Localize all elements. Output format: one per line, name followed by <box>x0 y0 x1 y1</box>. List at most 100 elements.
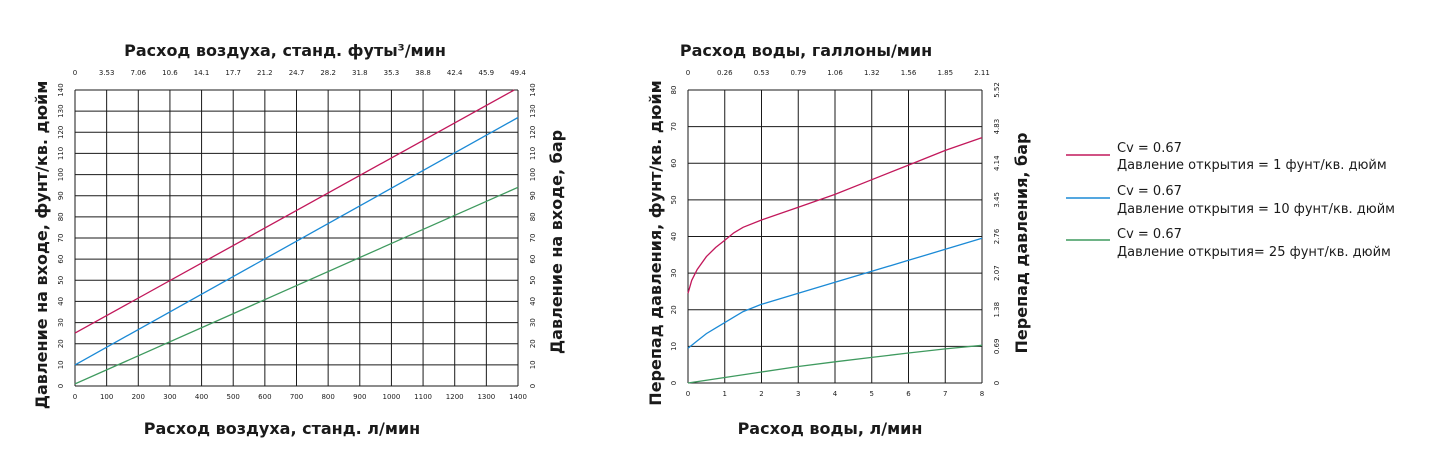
water-x-top-tick-label: 1.85 <box>937 69 953 77</box>
air-x-top-tick-label: 49.4 <box>510 69 526 77</box>
water-y-tick-label: 0 <box>670 381 678 385</box>
water-series-line-3 <box>687 344 983 384</box>
air-y-right-tick-label: 110 <box>529 147 537 160</box>
air-x-tick-label: 300 <box>163 393 176 401</box>
air-chart-x-ticks: 0 100 200 300 400 500 600 700 800 900 1000 1100 1200… <box>73 393 527 401</box>
air-y-tick-label: 40 <box>57 297 65 306</box>
water-x-tick-label: 2 <box>759 390 763 398</box>
water-chart-x-ticks: 0 1 2 3 4 5 6 7 8 <box>686 390 984 398</box>
air-y-tick-label: 100 <box>57 168 65 181</box>
air-y-right-tick-label: 0 <box>529 384 537 388</box>
air-x-tick-label: 1000 <box>383 393 401 401</box>
air-chart-x-top-ticks: 0 3.53 7.06 10.6 14.1 17.7 21.2 24.7 28.2 31.8 35.… <box>73 69 527 77</box>
air-x-top-tick-label: 3.53 <box>99 69 115 77</box>
air-x-top-tick-label: 31.8 <box>352 69 368 77</box>
water-chart-grid <box>687 89 983 384</box>
air-series-line-3 <box>74 186 519 385</box>
air-x-tick-label: 900 <box>353 393 366 401</box>
legend-item-2-pressure: Давление открытия = 10 фунт/кв. дюйм <box>1117 202 1395 217</box>
water-y-tick-label: 10 <box>670 342 678 351</box>
water-x-top-tick-label: 1.32 <box>864 69 880 77</box>
water-x-top-tick-label: 0 <box>686 69 690 77</box>
water-chart-ylabel: Перепад давления, фунт/кв. дюйм <box>646 80 665 405</box>
air-y-right-tick-label: 90 <box>529 191 537 200</box>
water-x-tick-label: 7 <box>943 390 947 398</box>
air-y-right-tick-label: 50 <box>529 276 537 285</box>
water-x-top-tick-label: 0.26 <box>717 69 733 77</box>
water-y-tick-label: 20 <box>670 305 678 314</box>
air-y-right-tick-label: 30 <box>529 318 537 327</box>
air-y-right-tick-label: 130 <box>529 104 537 117</box>
air-chart-ylabel: Давление на входе, фунт/кв. дюйм <box>32 81 51 410</box>
water-y-right-tick-label: 5.52 <box>993 82 1001 98</box>
water-x-tick-label: 4 <box>833 390 838 398</box>
legend-item: Cv = 0.67 Давление открытия= 25 фунт/кв.… <box>1066 227 1391 260</box>
legend-item-2-cv: Cv = 0.67 <box>1117 184 1182 199</box>
water-x-top-tick-label: 1.06 <box>827 69 843 77</box>
air-y-tick-label: 120 <box>57 126 65 139</box>
air-y-tick-label: 90 <box>57 191 65 200</box>
air-y-right-tick-label: 40 <box>529 297 537 306</box>
water-x-top-tick-label: 2.11 <box>974 69 990 77</box>
air-y-right-tick-label: 100 <box>529 168 537 181</box>
air-x-tick-label: 1200 <box>446 393 464 401</box>
air-y-right-tick-label: 120 <box>529 126 537 139</box>
water-x-top-tick-label: 0.53 <box>754 69 770 77</box>
water-y-tick-label: 50 <box>670 195 678 204</box>
air-chart: Расход воздуха, станд. футы³/мин Расход … <box>32 41 566 438</box>
air-y-right-tick-label: 20 <box>529 339 537 348</box>
water-x-top-tick-label: 0.79 <box>790 69 806 77</box>
air-chart-top-title: Расход воздуха, станд. футы³/мин <box>124 41 446 60</box>
water-y-tick-label: 60 <box>670 159 678 168</box>
air-chart-series <box>74 89 519 385</box>
air-x-tick-label: 0 <box>73 393 77 401</box>
air-x-top-tick-label: 17.7 <box>225 69 241 77</box>
air-x-tick-label: 1400 <box>509 393 527 401</box>
air-y-tick-label: 110 <box>57 147 65 160</box>
water-y-right-tick-label: 0.69 <box>993 339 1001 355</box>
water-chart-top-title: Расход воды, галлоны/мин <box>680 41 932 60</box>
water-x-tick-label: 1 <box>723 390 727 398</box>
water-y-right-tick-label: 4.14 <box>993 155 1001 171</box>
air-y-tick-label: 70 <box>57 234 65 243</box>
air-x-tick-label: 600 <box>258 393 271 401</box>
air-x-tick-label: 200 <box>132 393 145 401</box>
air-y-tick-label: 140 <box>57 83 65 96</box>
air-series-line-1 <box>74 89 515 334</box>
water-y-right-tick-label: 3.45 <box>993 192 1001 208</box>
air-y-tick-label: 20 <box>57 339 65 348</box>
air-y-tick-label: 30 <box>57 318 65 327</box>
water-x-tick-label: 6 <box>906 390 911 398</box>
air-y-right-tick-label: 70 <box>529 234 537 243</box>
air-x-tick-label: 500 <box>227 393 240 401</box>
legend-item: Cv = 0.67 Давление открытия = 10 фунт/кв… <box>1066 184 1395 217</box>
legend: Cv = 0.67 Давление открытия = 1 фунт/кв.… <box>1066 141 1395 260</box>
air-y-right-tick-label: 10 <box>529 360 537 369</box>
water-y-tick-label: 40 <box>670 232 678 241</box>
air-x-tick-label: 800 <box>321 393 334 401</box>
legend-item: Cv = 0.67 Давление открытия = 1 фунт/кв.… <box>1066 141 1387 173</box>
water-y-tick-label: 70 <box>670 122 678 131</box>
water-chart-ylabel-right: Перепад давления, бар <box>1012 133 1031 354</box>
legend-item-3-cv: Cv = 0.67 <box>1117 227 1182 242</box>
water-x-top-tick-label: 1.56 <box>901 69 917 77</box>
air-y-right-tick-label: 60 <box>529 255 537 264</box>
water-x-tick-label: 0 <box>686 390 690 398</box>
air-x-tick-label: 1300 <box>477 393 495 401</box>
water-chart: Расход воды, галлоны/мин Расход воды, л/… <box>646 41 1031 438</box>
water-y-right-tick-label: 1.38 <box>993 302 1001 318</box>
air-y-right-tick-label: 140 <box>529 83 537 96</box>
air-chart-grid <box>74 89 519 387</box>
air-x-top-tick-label: 10.6 <box>162 69 178 77</box>
air-y-tick-label: 0 <box>57 384 65 388</box>
water-chart-xlabel: Расход воды, л/мин <box>738 419 923 438</box>
air-y-tick-label: 50 <box>57 276 65 285</box>
air-chart-ylabel-right: Давление на входе, бар <box>547 130 566 354</box>
air-chart-y-ticks: 0 10 20 30 40 50 60 70 80 90 100 110 120 130 140 <box>57 83 65 388</box>
air-y-tick-label: 10 <box>57 360 65 369</box>
air-y-right-tick-label: 80 <box>529 212 537 221</box>
air-y-tick-label: 130 <box>57 104 65 117</box>
legend-item-1-pressure: Давление открытия = 1 фунт/кв. дюйм <box>1117 158 1387 173</box>
water-x-tick-label: 5 <box>870 390 874 398</box>
